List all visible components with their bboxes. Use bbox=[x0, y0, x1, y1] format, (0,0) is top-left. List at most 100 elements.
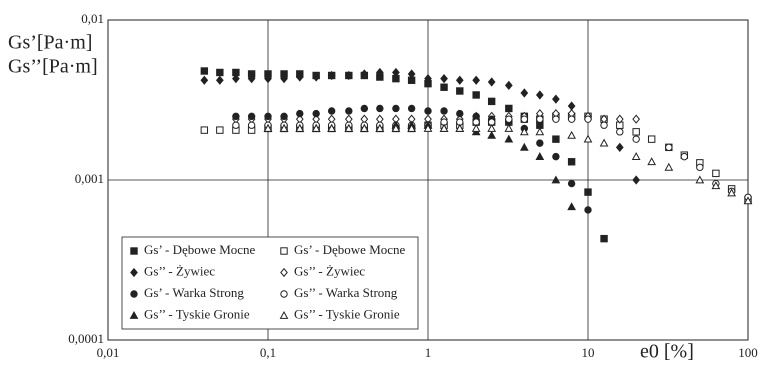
x-tick-label: 0,1 bbox=[260, 345, 276, 360]
data-point bbox=[536, 139, 544, 147]
data-point bbox=[247, 121, 256, 129]
legend-marker bbox=[279, 310, 289, 319]
data-point bbox=[247, 112, 256, 121]
data-point bbox=[392, 104, 400, 113]
data-point bbox=[407, 104, 416, 113]
data-point bbox=[584, 115, 592, 123]
data-point bbox=[519, 127, 529, 136]
data-point bbox=[200, 126, 209, 134]
data-point bbox=[647, 135, 656, 143]
data-point bbox=[551, 175, 561, 184]
data-point bbox=[505, 104, 513, 113]
data-point bbox=[359, 123, 369, 132]
data-point bbox=[456, 109, 464, 118]
data-point bbox=[439, 123, 449, 132]
legend: Gs’ - Dębowe Mocne Gs’ - Dębowe Mocne Gs’’… bbox=[121, 236, 419, 330]
data-point bbox=[696, 163, 704, 172]
data-point bbox=[504, 134, 514, 143]
data-point bbox=[295, 72, 304, 82]
data-point bbox=[647, 157, 657, 166]
data-point bbox=[472, 91, 480, 99]
legend-label: Gs’’ - Żywiec bbox=[144, 263, 215, 278]
data-point bbox=[375, 123, 385, 132]
data-point bbox=[279, 123, 289, 132]
data-point bbox=[505, 115, 513, 123]
data-point bbox=[280, 112, 288, 121]
legend-marker bbox=[280, 290, 288, 298]
x-axis-title: e0 [%] bbox=[640, 341, 694, 363]
data-point bbox=[455, 123, 465, 132]
data-point bbox=[345, 107, 353, 115]
data-point bbox=[375, 67, 384, 78]
legend-label: Gs’ - Warka Strong bbox=[144, 285, 244, 300]
data-point bbox=[727, 188, 736, 197]
data-point bbox=[519, 142, 529, 151]
data-point bbox=[616, 128, 624, 136]
data-point bbox=[472, 75, 481, 85]
data-point bbox=[615, 114, 624, 124]
legend-label: Gs’ - Dębowe Mocne bbox=[144, 242, 256, 257]
data-point bbox=[552, 94, 560, 104]
data-point bbox=[680, 152, 689, 161]
data-point bbox=[536, 115, 544, 123]
legend-label: Gs’’ - Tyskie Gronie bbox=[144, 306, 250, 321]
data-point bbox=[520, 115, 529, 123]
data-point bbox=[296, 109, 304, 118]
data-point bbox=[264, 74, 272, 84]
data-point bbox=[535, 127, 545, 136]
legend-label: Gs’’ - Warka Strong bbox=[294, 285, 398, 300]
data-point bbox=[456, 87, 464, 95]
legend-marker bbox=[130, 290, 138, 298]
data-point bbox=[232, 74, 240, 84]
data-point bbox=[440, 107, 448, 115]
data-point bbox=[263, 123, 273, 132]
data-point bbox=[327, 107, 336, 115]
data-point bbox=[504, 80, 513, 91]
data-point bbox=[424, 107, 432, 115]
legend-label: Gs’’ - Tyskie Gronie bbox=[294, 306, 400, 321]
data-point bbox=[487, 130, 497, 139]
data-point bbox=[567, 179, 576, 188]
data-point bbox=[632, 175, 641, 185]
data-point bbox=[711, 181, 721, 190]
data-point bbox=[440, 83, 448, 91]
data-point bbox=[423, 123, 433, 132]
data-point bbox=[520, 88, 529, 98]
data-point bbox=[567, 101, 576, 111]
data-point bbox=[312, 109, 320, 118]
data-point bbox=[392, 67, 400, 78]
data-point bbox=[615, 142, 624, 152]
legend-label: Gs’’ - Żywiec bbox=[294, 263, 365, 278]
y-tick-label: 0,0001 bbox=[68, 331, 104, 346]
y-tick-label: 0,01 bbox=[81, 11, 104, 26]
y-axis-title: Gs’’[Pa·m] bbox=[8, 56, 98, 78]
data-point bbox=[295, 123, 305, 132]
legend-marker bbox=[130, 267, 138, 278]
data-point bbox=[567, 115, 576, 123]
data-point bbox=[487, 77, 496, 87]
data-point bbox=[200, 75, 209, 85]
data-point bbox=[665, 143, 673, 152]
data-point bbox=[487, 97, 496, 106]
x-tick-label: 10 bbox=[582, 345, 595, 360]
x-tick-label: 0,01 bbox=[97, 345, 120, 360]
data-point bbox=[407, 123, 416, 132]
data-point bbox=[632, 114, 641, 124]
y-axis-title: Gs’[Pa·m] bbox=[8, 32, 92, 54]
data-point bbox=[584, 188, 592, 196]
data-point bbox=[440, 74, 448, 84]
data-point bbox=[487, 123, 497, 132]
data-point bbox=[552, 152, 560, 161]
data-point bbox=[247, 74, 256, 84]
data-point bbox=[407, 69, 416, 79]
data-point bbox=[743, 196, 753, 205]
legend-box bbox=[121, 236, 419, 330]
data-point bbox=[344, 70, 353, 81]
data-point bbox=[360, 69, 369, 79]
data-point bbox=[327, 70, 336, 81]
data-point bbox=[455, 75, 464, 85]
data-point bbox=[471, 123, 481, 132]
data-point bbox=[712, 169, 720, 178]
legend-marker bbox=[130, 247, 138, 255]
